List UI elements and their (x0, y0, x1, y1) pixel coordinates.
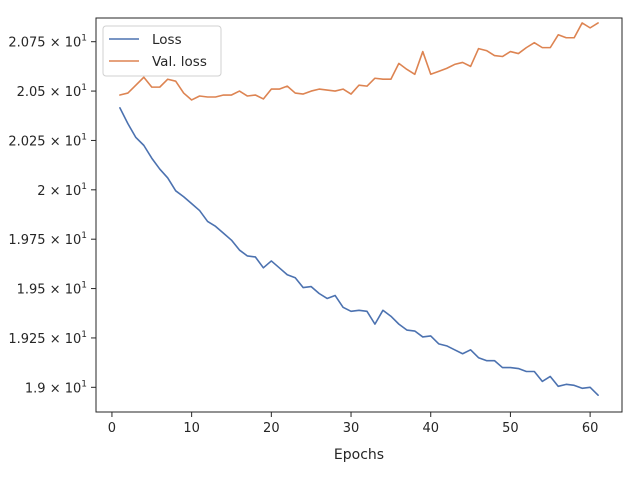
y-tick-label: 2 × 101 (37, 182, 87, 199)
legend: Loss Val. loss (102, 25, 222, 77)
series-layer (119, 22, 599, 397)
legend-label-val-loss: Val. loss (152, 54, 207, 70)
y-tick-label: 2.025 × 101 (8, 132, 87, 149)
y-tick-label: 1.95 × 101 (17, 281, 87, 298)
y-tick-label: 1.925 × 101 (8, 330, 87, 347)
series-line-val-loss (119, 22, 599, 101)
y-tick-label: 1.975 × 101 (8, 231, 87, 248)
x-tick-label: 50 (502, 421, 519, 436)
legend-label-loss: Loss (152, 32, 182, 48)
x-axis-ticks: 0 10 20 30 40 50 60 (108, 412, 599, 436)
plot-frame (95, 17, 623, 413)
y-axis-ticks: 1.9 × 101 1.925 × 101 1.95 × 101 1.975 × 10… (8, 34, 96, 396)
x-tick-label: 40 (422, 421, 439, 436)
y-tick-label: 2.075 × 101 (8, 34, 87, 51)
y-tick-label: 1.9 × 101 (25, 379, 87, 396)
x-tick-label: 60 (582, 421, 599, 436)
x-tick-label: 0 (108, 421, 116, 436)
y-tick-label: 2.05 × 101 (17, 83, 87, 100)
series-line-loss (119, 107, 599, 397)
x-tick-label: 20 (263, 421, 280, 436)
x-tick-label: 10 (183, 421, 200, 436)
x-axis-label: Epochs (334, 447, 384, 463)
x-tick-label: 30 (343, 421, 360, 436)
